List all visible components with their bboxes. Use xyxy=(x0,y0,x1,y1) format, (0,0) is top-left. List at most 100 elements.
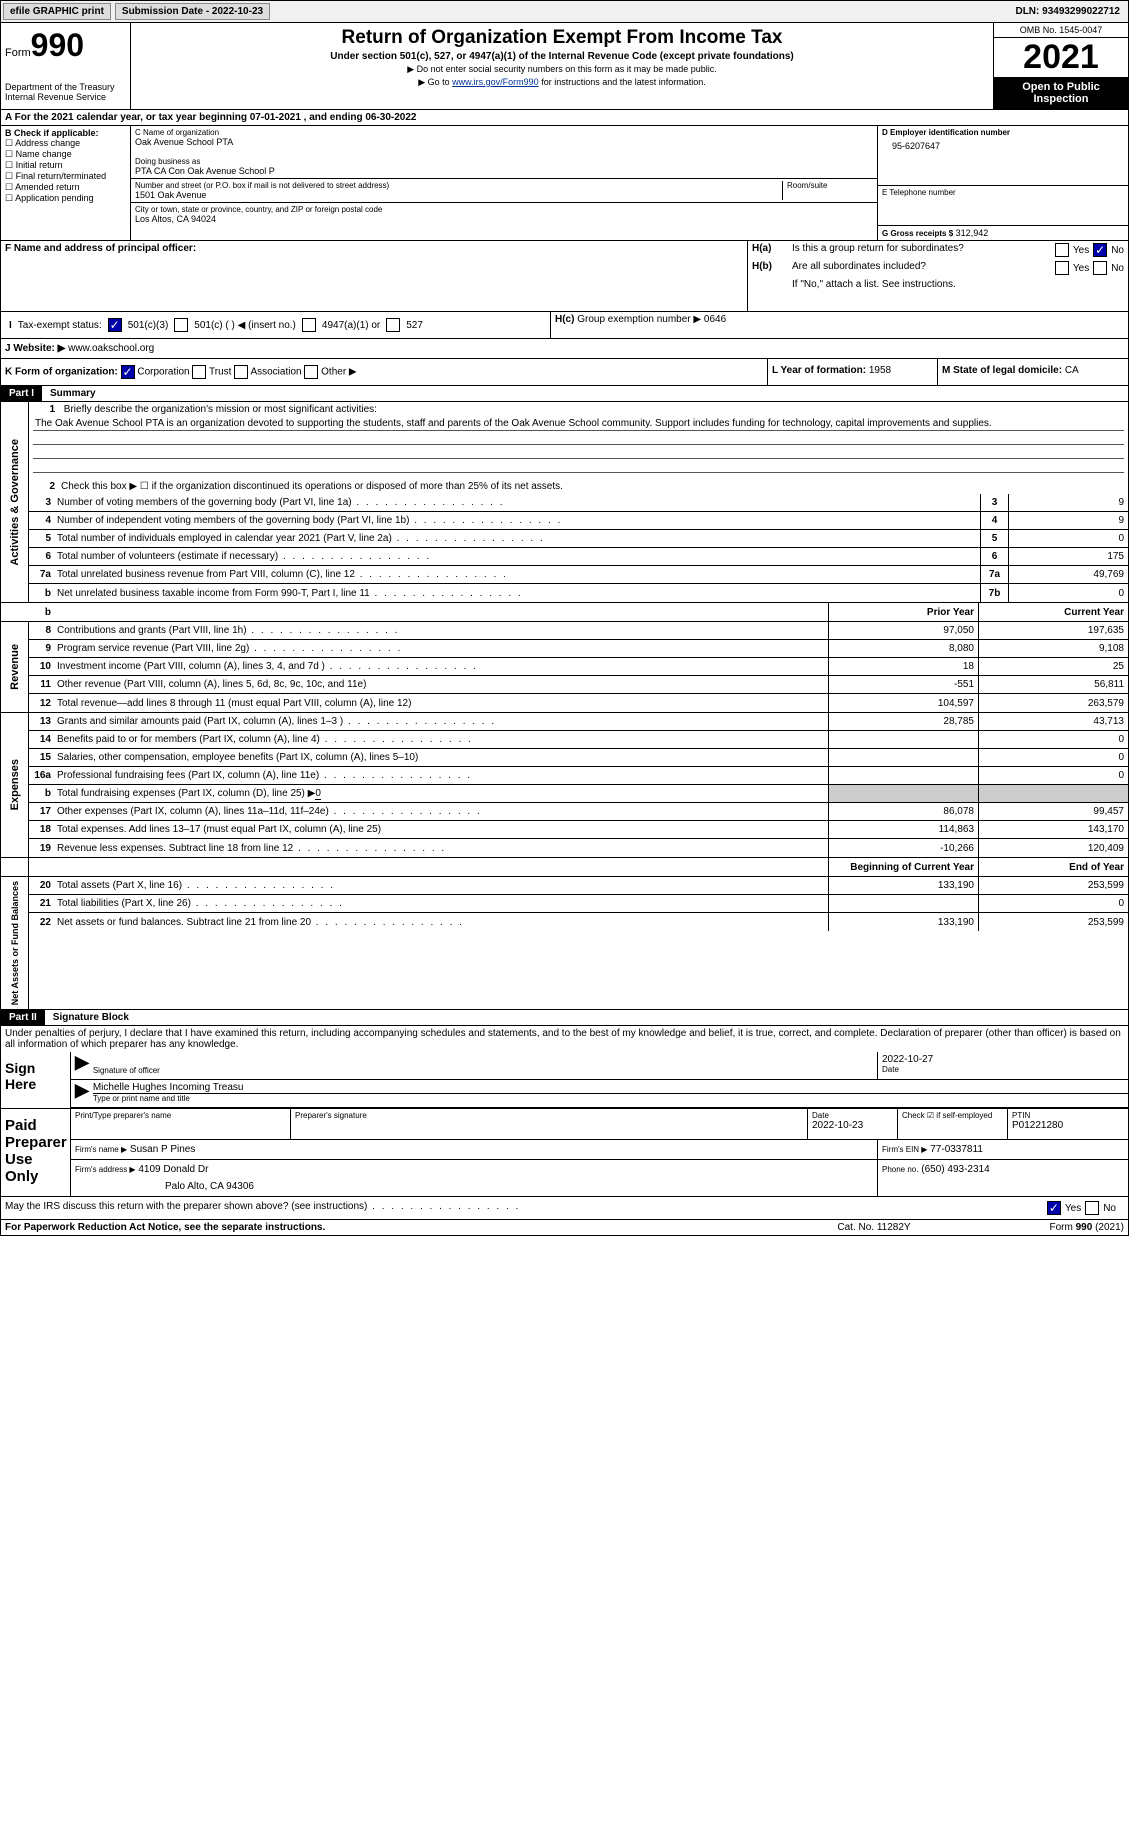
label-j: J xyxy=(5,343,11,354)
period-begin: 07-01-2021 xyxy=(250,112,301,123)
opt-app-pending[interactable]: ☐ Application pending xyxy=(5,193,126,204)
line14-prior xyxy=(828,731,978,748)
opt-final-return[interactable]: ☐ Final return/terminated xyxy=(5,171,126,182)
tax-period-line: A For the 2021 calendar year, or tax yea… xyxy=(0,110,1129,126)
preparer-sig-label: Preparer's signature xyxy=(295,1111,803,1120)
line10-text: Investment income (Part VIII, column (A)… xyxy=(57,659,828,674)
paid-preparer-label: Paid Preparer Use Only xyxy=(1,1109,71,1196)
preparer-name-label: Print/Type preparer's name xyxy=(75,1111,286,1120)
irs-link[interactable]: www.irs.gov/Form990 xyxy=(452,77,539,87)
arrow-icon-2: ▶ xyxy=(71,1080,93,1107)
ha-no-checkbox[interactable]: ✓ xyxy=(1093,243,1107,257)
501c-checkbox[interactable] xyxy=(174,318,188,332)
website-value: www.oakschool.org xyxy=(68,343,154,354)
form-note-1: ▶ Do not enter social security numbers o… xyxy=(135,64,989,75)
hb-yes-checkbox[interactable] xyxy=(1055,261,1069,275)
line13-text: Grants and similar amounts paid (Part IX… xyxy=(57,714,828,729)
form-header: Form990 Department of the Treasury Inter… xyxy=(0,23,1129,110)
mission-blank-2 xyxy=(33,445,1124,459)
phone-label: E Telephone number xyxy=(882,188,1124,197)
line22-text: Net assets or fund balances. Subtract li… xyxy=(57,915,828,930)
4947-checkbox[interactable] xyxy=(302,318,316,332)
dept-text: Department of the Treasury Internal Reve… xyxy=(5,82,126,102)
form-note-2: ▶ Go to www.irs.gov/Form990 for instruct… xyxy=(135,77,989,88)
line4-text: Number of independent voting members of … xyxy=(57,513,980,528)
form-org-label: K Form of organization: xyxy=(5,367,118,378)
dba-label: Doing business as xyxy=(135,157,873,166)
part1-header: Part I Summary xyxy=(0,386,1129,402)
taxstatus-row: I Tax-exempt status: ✓501(c)(3) 501(c) (… xyxy=(0,312,1129,339)
hb-label: H(b) xyxy=(752,261,792,275)
period-text-b: , and ending xyxy=(304,112,366,123)
line7b-value: 0 xyxy=(1008,584,1128,602)
firm-phone-value: (650) 493-2314 xyxy=(921,1164,989,1175)
part2-num: Part II xyxy=(1,1010,45,1025)
hc-value: 0646 xyxy=(704,314,726,325)
revenue-section: Revenue 8Contributions and grants (Part … xyxy=(0,622,1129,713)
open-inspection: Open to Public Inspection xyxy=(994,77,1128,109)
addr-label: Number and street (or P.O. box if mail i… xyxy=(135,181,782,190)
discuss-yes-checkbox[interactable]: ✓ xyxy=(1047,1201,1061,1215)
line12-text: Total revenue—add lines 8 through 11 (mu… xyxy=(57,696,828,711)
line12-prior: 104,597 xyxy=(828,694,978,712)
line21-begin xyxy=(828,895,978,912)
line12-current: 263,579 xyxy=(978,694,1128,712)
assoc-checkbox[interactable] xyxy=(234,365,248,379)
line15-prior xyxy=(828,749,978,766)
officer-h-row: F Name and address of principal officer:… xyxy=(0,241,1129,312)
corp-checkbox[interactable]: ✓ xyxy=(121,365,135,379)
opt-name-change[interactable]: ☐ Name change xyxy=(5,149,126,160)
line16a-current: 0 xyxy=(978,767,1128,784)
line10-prior: 18 xyxy=(828,658,978,675)
sig-officer-label: Signature of officer xyxy=(93,1066,877,1075)
hb-no-checkbox[interactable] xyxy=(1093,261,1107,275)
opt-initial-return[interactable]: ☐ Initial return xyxy=(5,160,126,171)
line7b-text: Net unrelated business taxable income fr… xyxy=(57,586,980,601)
submission-date-button[interactable]: Submission Date - 2022-10-23 xyxy=(115,3,270,20)
city-state-zip: Los Altos, CA 94024 xyxy=(135,214,873,224)
other-checkbox[interactable] xyxy=(304,365,318,379)
501c3-checkbox[interactable]: ✓ xyxy=(108,318,122,332)
firm-ein-label: Firm's EIN ▶ xyxy=(882,1145,927,1154)
officer-name-label: Type or print name and title xyxy=(93,1094,1128,1103)
ha-yes-checkbox[interactable] xyxy=(1055,243,1069,257)
discuss-no-checkbox[interactable] xyxy=(1085,1201,1099,1215)
line11-prior: -551 xyxy=(828,676,978,693)
line16b-prior-grey xyxy=(828,785,978,802)
period-text-a: For the 2021 calendar year, or tax year … xyxy=(15,112,250,123)
line6-text: Total number of volunteers (estimate if … xyxy=(57,549,980,564)
dln-text: DLN: 93493299022712 xyxy=(1015,6,1128,17)
prior-year-header: Prior Year xyxy=(828,603,978,621)
527-checkbox[interactable] xyxy=(386,318,400,332)
efile-print-button[interactable]: efile GRAPHIC print xyxy=(3,3,111,20)
year-formation-value: 1958 xyxy=(869,365,891,376)
ha-label: H(a) xyxy=(752,243,792,257)
line19-text: Revenue less expenses. Subtract line 18 … xyxy=(57,841,828,856)
line11-text: Other revenue (Part VIII, column (A), li… xyxy=(57,677,828,692)
state-domicile-label: M State of legal domicile: xyxy=(942,365,1062,376)
begin-year-header: Beginning of Current Year xyxy=(828,858,978,876)
box-b-label: B Check if applicable: xyxy=(5,128,126,138)
website-label: Website: ▶ xyxy=(13,343,65,354)
line3-text: Number of voting members of the governin… xyxy=(57,495,980,510)
opt-amended-return[interactable]: ☐ Amended return xyxy=(5,182,126,193)
firm-name-label: Firm's name ▶ xyxy=(75,1145,127,1154)
discuss-row: May the IRS discuss this return with the… xyxy=(0,1197,1129,1220)
line3-value: 9 xyxy=(1008,494,1128,511)
part2-title: Signature Block xyxy=(45,1010,137,1025)
netassets-header-row: Beginning of Current Year End of Year xyxy=(0,858,1129,877)
gross-receipts-value: 312,942 xyxy=(956,228,989,238)
line11-current: 56,811 xyxy=(978,676,1128,693)
line22-begin: 133,190 xyxy=(828,913,978,931)
opt-address-change[interactable]: ☐ Address change xyxy=(5,138,126,149)
discuss-text: May the IRS discuss this return with the… xyxy=(5,1201,520,1212)
expenses-section: Expenses 13Grants and similar amounts pa… xyxy=(0,713,1129,858)
form-subtitle: Under section 501(c), 527, or 4947(a)(1)… xyxy=(135,51,989,62)
mission-text: The Oak Avenue School PTA is an organiza… xyxy=(33,417,1124,431)
firm-ein-value: 77-0337811 xyxy=(930,1144,983,1155)
cat-number: Cat. No. 11282Y xyxy=(774,1222,974,1233)
trust-checkbox[interactable] xyxy=(192,365,206,379)
klm-row: K Form of organization: ✓ Corporation Tr… xyxy=(0,359,1129,386)
hb-text: Are all subordinates included? xyxy=(792,261,1055,275)
line7a-text: Total unrelated business revenue from Pa… xyxy=(57,567,980,582)
